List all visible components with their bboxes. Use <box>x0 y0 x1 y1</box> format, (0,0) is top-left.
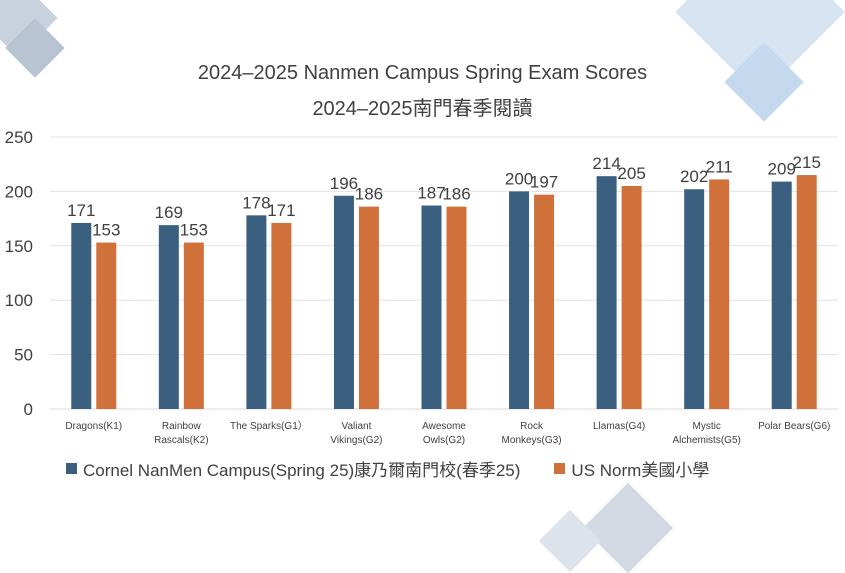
chart-title: 2024–2025 Nanmen Campus Spring Exam Scor… <box>197 62 648 84</box>
x-tick-label: Mystic <box>692 421 720 432</box>
data-label: 202 <box>680 167 708 186</box>
x-tick-label: Awesome <box>422 421 466 432</box>
x-tick-label: Vikings(G2) <box>330 435 382 446</box>
x-tick-label: Alchemists(G5) <box>672 435 740 446</box>
data-label: 209 <box>768 160 796 179</box>
x-tick-label: The Sparks(G1） <box>230 420 308 432</box>
x-tick-label: Rock <box>520 421 544 432</box>
data-label: 186 <box>355 185 383 204</box>
legend-swatch <box>554 463 566 474</box>
y-tick-label: 50 <box>14 346 33 365</box>
data-label: 197 <box>530 173 558 192</box>
bar-chart: 050100150200250171153Dragons(K1)169153Ra… <box>5 128 838 446</box>
data-label: 171 <box>267 201 295 220</box>
legend-item: Cornel NanMen Campus(Spring 25)康乃爾南門校(春季… <box>66 456 520 481</box>
bar <box>509 191 530 409</box>
data-label: 205 <box>617 164 645 183</box>
bar <box>684 189 705 409</box>
legend-label: Cornel NanMen Campus(Spring 25)康乃爾南門校(春季… <box>83 461 521 480</box>
data-label: 169 <box>155 203 183 222</box>
y-tick-label: 200 <box>5 182 33 201</box>
data-label: 153 <box>92 221 120 240</box>
x-tick-label: Llamas(G4) <box>593 421 645 432</box>
bar <box>246 215 267 409</box>
chart-subtitle: 2024–2025南門春季閱讀 <box>312 98 533 120</box>
y-tick-label: 0 <box>24 400 33 419</box>
bar <box>183 242 204 409</box>
x-tick-label: Owls(G2) <box>423 435 465 446</box>
data-label: 215 <box>793 153 821 172</box>
x-tick-label: Polar Bears(G6) <box>758 421 830 432</box>
y-tick-label: 250 <box>5 128 33 147</box>
bar <box>709 179 730 409</box>
bar <box>621 185 642 409</box>
legend-item: US Norm美國小學 <box>554 456 709 481</box>
x-tick-label: Valiant <box>342 421 372 432</box>
bar <box>596 176 617 409</box>
bar <box>71 222 92 409</box>
bar <box>158 225 179 409</box>
data-label: 186 <box>442 185 470 204</box>
bar <box>796 175 817 409</box>
data-label: 171 <box>67 201 95 220</box>
data-label: 187 <box>417 184 445 203</box>
y-tick-label: 100 <box>5 291 33 310</box>
data-label: 211 <box>706 157 733 176</box>
bar <box>534 194 555 409</box>
bar <box>96 242 117 409</box>
x-tick-label: Monkeys(G3) <box>502 435 562 446</box>
bar <box>333 195 354 409</box>
x-tick-label: Rainbow <box>162 421 202 432</box>
y-tick-label: 150 <box>5 237 33 256</box>
data-label: 214 <box>592 154 620 173</box>
legend-swatch <box>66 463 77 474</box>
bar <box>771 181 792 409</box>
data-label: 200 <box>505 169 533 188</box>
data-label: 153 <box>180 221 208 240</box>
bar <box>271 222 292 409</box>
legend-label: US Norm美國小學 <box>571 461 710 480</box>
bar <box>446 206 467 409</box>
data-label: 196 <box>330 174 358 193</box>
data-label: 178 <box>242 193 270 212</box>
bar <box>358 206 379 409</box>
chart-legend: Cornel NanMen Campus(Spring 25)康乃爾南門校(春季… <box>66 456 743 481</box>
bar <box>421 205 442 409</box>
x-tick-label: Dragons(K1) <box>65 421 122 432</box>
x-tick-label: Rascals(K2) <box>154 435 208 446</box>
